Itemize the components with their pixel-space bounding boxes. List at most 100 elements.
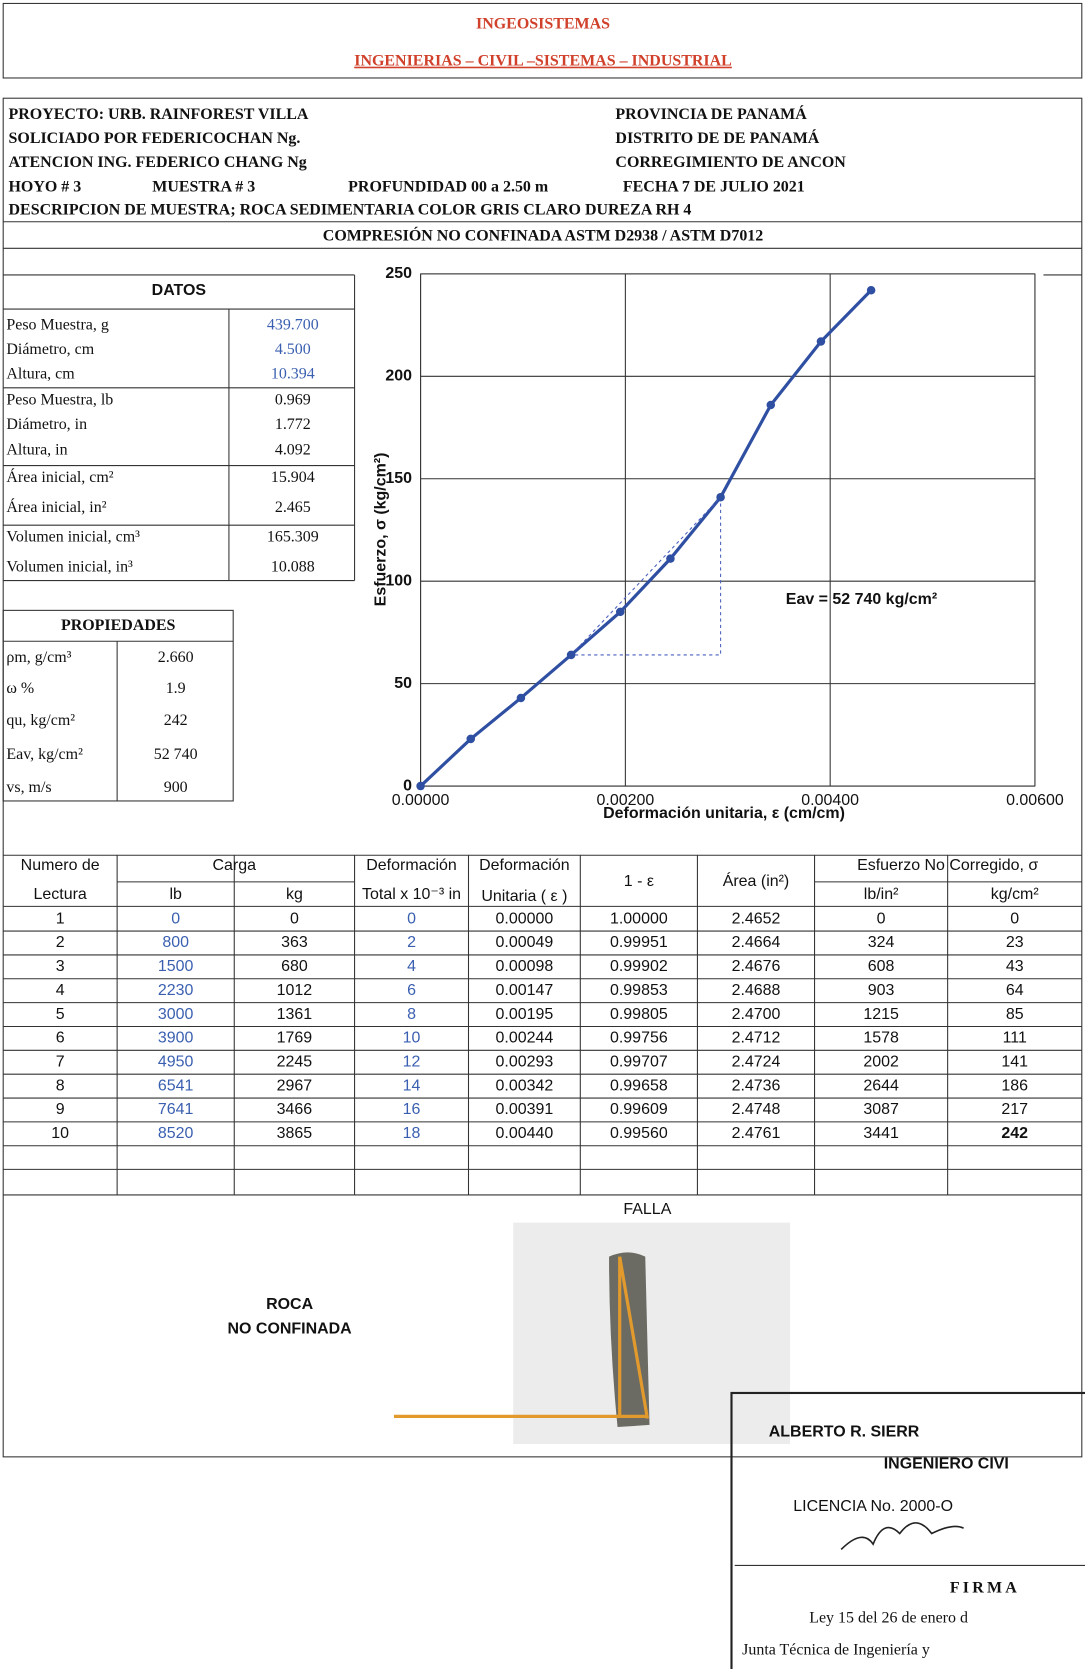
text: 0.00049 — [496, 934, 554, 951]
text: Lectura — [34, 886, 87, 903]
text: 52 740 — [154, 746, 198, 763]
text: Ley 15 del 26 de enero d — [809, 1609, 968, 1626]
text: HOYO # 3 — [9, 178, 82, 195]
text: 1 — [56, 910, 65, 927]
text: 0.00147 — [496, 982, 554, 999]
text: 0 — [1010, 910, 1019, 927]
text: INGENIERO CIVI — [884, 1456, 1009, 1473]
text: 0 — [171, 910, 180, 927]
text: 2.4736 — [732, 1077, 781, 1094]
text: 1 - ε — [624, 873, 654, 890]
text: 1500 — [158, 958, 194, 975]
text: 0.99560 — [610, 1125, 668, 1142]
data-point — [516, 693, 526, 703]
text: Numero de — [21, 857, 100, 874]
text: 0.00200 — [597, 792, 655, 809]
text: Altura, cm — [6, 366, 75, 383]
data-point — [666, 554, 675, 563]
data-point — [416, 781, 425, 791]
text: Área inicial, cm² — [6, 467, 113, 486]
text: 8 — [56, 1077, 65, 1094]
text: NO CONFINADA — [228, 1320, 353, 1337]
text: Junta Técnica de Ingeniería y — [742, 1641, 930, 1658]
text: 2 — [56, 934, 65, 951]
text: 111 — [1003, 1030, 1027, 1047]
text: ALBERTO R. SIERR — [769, 1424, 920, 1441]
data-point — [816, 337, 826, 346]
text: 3 — [56, 958, 65, 975]
text: 0.99707 — [610, 1053, 668, 1070]
text: 100 — [385, 572, 412, 589]
text: 1215 — [863, 1006, 899, 1023]
text: 6 — [56, 1030, 65, 1047]
text: 3466 — [277, 1101, 313, 1118]
text: MUESTRA # 3 — [152, 178, 255, 195]
data-point — [566, 650, 576, 660]
text: Peso Muestra, g — [6, 317, 108, 334]
text: DATOS — [152, 282, 207, 299]
text: 23 — [1006, 934, 1024, 951]
text: COMPRESIÓN NO CONFINADA ASTM D2938 / AST… — [323, 225, 764, 244]
text: 0.00244 — [496, 1030, 554, 1047]
text: Diámetro, cm — [6, 341, 94, 358]
text: 3441 — [863, 1125, 899, 1142]
text: 680 — [281, 958, 308, 975]
text: PROPIEDADES — [61, 617, 176, 634]
text: 900 — [164, 779, 188, 796]
text: 7641 — [158, 1101, 194, 1118]
text: Unitaria ( ε ) — [481, 888, 567, 905]
text: vs, m/s — [6, 779, 51, 796]
text: 2.4676 — [732, 958, 781, 975]
text: 2.465 — [275, 499, 311, 516]
text: 0.00391 — [496, 1101, 554, 1118]
text: 1361 — [277, 1006, 313, 1023]
text: 4 — [407, 958, 416, 975]
text: 242 — [1001, 1125, 1028, 1142]
text: 0.00400 — [801, 792, 859, 809]
failure-line — [393, 1256, 649, 1419]
header-box — [2, 2, 1083, 79]
text: 2.4761 — [732, 1125, 781, 1142]
stamp-box — [730, 1391, 1085, 1669]
text: 0.00195 — [496, 1006, 554, 1023]
text: 217 — [1001, 1101, 1028, 1118]
text: 150 — [385, 470, 412, 487]
text: ROCA — [266, 1296, 313, 1313]
text: Total x 10⁻³ in — [362, 886, 461, 903]
text: 0 — [877, 910, 886, 927]
text: Esfuerzo No Corregido, σ — [857, 857, 1038, 874]
text: 50 — [394, 675, 412, 692]
text: Diámetro, in — [6, 416, 87, 433]
text: CORREGIMIENTO DE ANCON — [615, 154, 846, 171]
text: 2644 — [863, 1077, 899, 1094]
text: 0.99853 — [610, 982, 668, 999]
text: 2245 — [277, 1053, 313, 1070]
text: 186 — [1001, 1077, 1028, 1094]
text: 16 — [403, 1101, 421, 1118]
text: 4.500 — [275, 341, 311, 358]
text: 2002 — [863, 1053, 899, 1070]
text: FECHA 7 DE JULIO 2021 — [623, 178, 805, 195]
text: ω % — [6, 680, 34, 697]
text: 4.092 — [275, 441, 311, 458]
text: Deformación — [366, 857, 457, 874]
text: 0.00600 — [1006, 792, 1064, 809]
text: 1769 — [277, 1030, 313, 1047]
text: 85 — [1006, 1006, 1024, 1023]
text: 0.00000 — [392, 792, 450, 809]
text: 0 — [290, 910, 299, 927]
text: 1.772 — [275, 416, 311, 433]
text: Área inicial, in² — [6, 497, 106, 516]
text: 3087 — [863, 1101, 899, 1118]
text: 0.99951 — [610, 934, 668, 951]
text: Área (in²) — [723, 871, 790, 890]
props-box — [2, 609, 234, 802]
text: 0.00293 — [496, 1053, 554, 1070]
text: 141 — [1001, 1053, 1028, 1070]
text: 324 — [868, 934, 895, 951]
text: 439.700 — [267, 317, 319, 334]
text: 250 — [385, 265, 412, 282]
text: 903 — [868, 982, 895, 999]
text: 2967 — [277, 1077, 313, 1094]
